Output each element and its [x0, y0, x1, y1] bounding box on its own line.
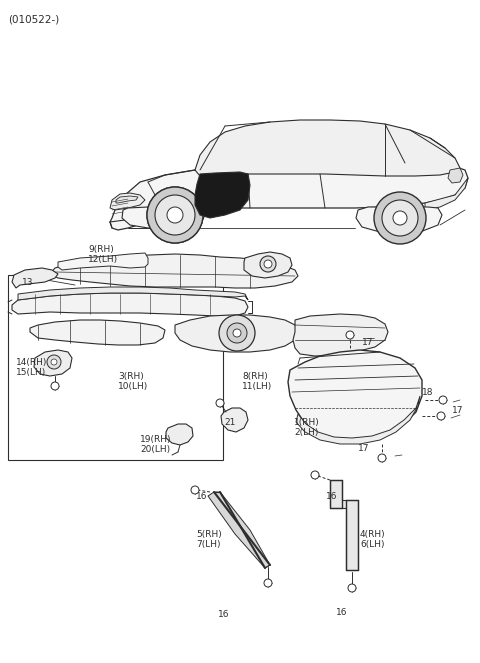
- Circle shape: [348, 584, 356, 592]
- Polygon shape: [12, 293, 248, 316]
- Polygon shape: [288, 350, 422, 440]
- Text: 6(LH): 6(LH): [360, 540, 384, 549]
- Text: 17: 17: [358, 444, 370, 453]
- Polygon shape: [296, 396, 420, 444]
- Text: 9(RH): 9(RH): [88, 245, 114, 254]
- Text: 3(RH): 3(RH): [118, 372, 144, 381]
- Text: 16: 16: [326, 492, 337, 501]
- Circle shape: [439, 396, 447, 404]
- Text: 8(RH): 8(RH): [242, 372, 268, 381]
- Polygon shape: [110, 163, 468, 230]
- Circle shape: [437, 412, 445, 420]
- Text: 16: 16: [336, 608, 348, 617]
- Text: 16: 16: [196, 492, 207, 501]
- Text: (010522-): (010522-): [8, 14, 59, 24]
- Circle shape: [264, 260, 272, 268]
- Polygon shape: [58, 253, 148, 270]
- Polygon shape: [116, 196, 138, 203]
- Text: 21: 21: [224, 418, 235, 427]
- Text: 17: 17: [452, 406, 464, 415]
- Polygon shape: [18, 287, 248, 300]
- Circle shape: [216, 399, 224, 407]
- Polygon shape: [425, 178, 468, 210]
- Text: 7(LH): 7(LH): [196, 540, 220, 549]
- Circle shape: [51, 359, 57, 365]
- Circle shape: [264, 579, 272, 587]
- Polygon shape: [175, 315, 298, 352]
- Circle shape: [382, 200, 418, 236]
- Circle shape: [378, 454, 386, 462]
- Polygon shape: [244, 252, 292, 278]
- Text: 15(LH): 15(LH): [16, 368, 46, 377]
- Polygon shape: [30, 320, 165, 345]
- Text: 19(RH): 19(RH): [140, 435, 171, 444]
- Polygon shape: [448, 168, 463, 183]
- Text: 18: 18: [422, 388, 433, 397]
- Polygon shape: [50, 254, 298, 288]
- Polygon shape: [195, 120, 460, 176]
- Circle shape: [260, 256, 276, 272]
- Circle shape: [346, 331, 354, 339]
- Circle shape: [155, 195, 195, 235]
- Circle shape: [147, 187, 203, 243]
- Text: 20(LH): 20(LH): [140, 445, 170, 454]
- Circle shape: [227, 323, 247, 343]
- Text: 14(RH): 14(RH): [16, 358, 48, 367]
- Circle shape: [311, 471, 319, 479]
- Polygon shape: [208, 492, 270, 568]
- Circle shape: [167, 207, 183, 223]
- Polygon shape: [166, 424, 193, 445]
- Polygon shape: [122, 207, 205, 230]
- Text: 13: 13: [22, 278, 34, 287]
- Polygon shape: [12, 268, 58, 288]
- Polygon shape: [110, 193, 145, 210]
- Polygon shape: [34, 350, 72, 376]
- Circle shape: [147, 187, 203, 243]
- Bar: [8, 275, 223, 460]
- Polygon shape: [356, 207, 442, 233]
- Polygon shape: [293, 314, 388, 356]
- Polygon shape: [221, 408, 248, 432]
- Circle shape: [191, 486, 199, 494]
- Circle shape: [47, 355, 61, 369]
- Polygon shape: [330, 480, 358, 570]
- Text: 17: 17: [362, 338, 373, 347]
- Text: 12(LH): 12(LH): [88, 255, 118, 264]
- Circle shape: [393, 211, 407, 225]
- Text: 11(LH): 11(LH): [242, 382, 272, 391]
- Text: 5(RH): 5(RH): [196, 530, 222, 539]
- Circle shape: [374, 192, 426, 244]
- Circle shape: [167, 207, 183, 223]
- Text: 2(LH): 2(LH): [294, 428, 318, 437]
- Circle shape: [155, 195, 195, 235]
- Text: 1(RH): 1(RH): [294, 418, 320, 427]
- Text: 4(RH): 4(RH): [360, 530, 385, 539]
- Circle shape: [233, 329, 241, 337]
- Circle shape: [219, 315, 255, 351]
- Text: 16: 16: [218, 610, 229, 619]
- Polygon shape: [195, 172, 250, 218]
- Circle shape: [51, 382, 59, 390]
- Text: 10(LH): 10(LH): [118, 382, 148, 391]
